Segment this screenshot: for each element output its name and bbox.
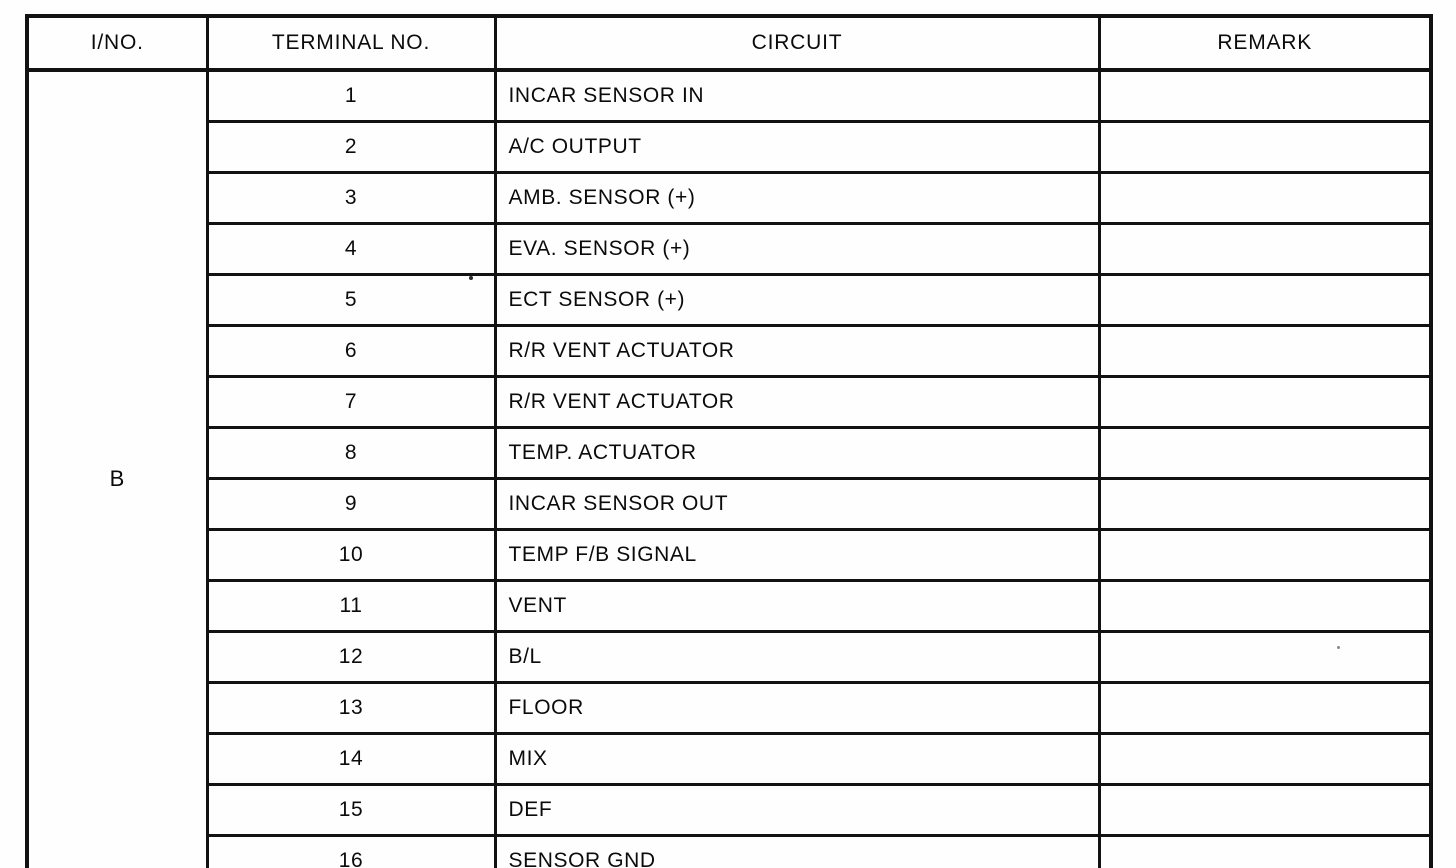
circuit-cell: MIX bbox=[493, 732, 1101, 786]
remark-cell bbox=[1097, 834, 1433, 868]
scan-artifact bbox=[469, 276, 473, 280]
terminal-cell: 5 bbox=[205, 273, 497, 327]
terminal-cell: 1 bbox=[205, 68, 497, 123]
table-row: 4 EVA. SENSOR (+) bbox=[27, 222, 1433, 276]
remark-cell bbox=[1097, 579, 1433, 633]
table-row: 13 FLOOR bbox=[27, 681, 1433, 735]
table-row: 7 R/R VENT ACTUATOR bbox=[27, 375, 1433, 429]
circuit-cell: INCAR SENSOR IN bbox=[493, 68, 1101, 123]
table-row: 2 A/C OUTPUT bbox=[27, 120, 1433, 174]
scan-artifact bbox=[1337, 646, 1340, 649]
remark-cell bbox=[1097, 68, 1433, 123]
connector-pinout-table: I/NO. TERMINAL NO. CIRCUIT REMARK B 1 IN… bbox=[25, 14, 1433, 868]
remark-cell bbox=[1097, 171, 1433, 225]
terminal-cell: 16 bbox=[205, 834, 497, 868]
circuit-cell: TEMP. ACTUATOR bbox=[493, 426, 1101, 480]
remark-cell bbox=[1097, 783, 1433, 837]
header-remark: REMARK bbox=[1097, 14, 1433, 72]
circuit-cell: B/L bbox=[493, 630, 1101, 684]
remark-cell bbox=[1097, 273, 1433, 327]
circuit-cell: TEMP F/B SIGNAL bbox=[493, 528, 1101, 582]
circuit-cell: VENT bbox=[493, 579, 1101, 633]
table-row: 16 SENSOR GND bbox=[27, 834, 1433, 868]
connector-group-cell: B bbox=[25, 68, 209, 868]
table-row: 9 INCAR SENSOR OUT bbox=[27, 477, 1433, 531]
circuit-cell: INCAR SENSOR OUT bbox=[493, 477, 1101, 531]
table-row: 10 TEMP F/B SIGNAL bbox=[27, 528, 1433, 582]
remark-cell bbox=[1097, 426, 1433, 480]
remark-cell bbox=[1097, 120, 1433, 174]
remark-cell bbox=[1097, 630, 1433, 684]
remark-cell bbox=[1097, 477, 1433, 531]
remark-cell bbox=[1097, 375, 1433, 429]
table-row: 12 B/L bbox=[27, 630, 1433, 684]
terminal-cell: 13 bbox=[205, 681, 497, 735]
terminal-cell: 4 bbox=[205, 222, 497, 276]
remark-cell bbox=[1097, 222, 1433, 276]
terminal-cell: 6 bbox=[205, 324, 497, 378]
terminal-cell: 10 bbox=[205, 528, 497, 582]
circuit-cell: FLOOR bbox=[493, 681, 1101, 735]
circuit-cell: EVA. SENSOR (+) bbox=[493, 222, 1101, 276]
table-header-row: I/NO. TERMINAL NO. CIRCUIT REMARK bbox=[25, 14, 1433, 72]
circuit-cell: SENSOR GND bbox=[493, 834, 1101, 868]
table-row: 8 TEMP. ACTUATOR bbox=[27, 426, 1433, 480]
remark-cell bbox=[1097, 681, 1433, 735]
terminal-cell: 7 bbox=[205, 375, 497, 429]
circuit-cell: R/R VENT ACTUATOR bbox=[493, 324, 1101, 378]
header-terminal-no: TERMINAL NO. bbox=[205, 14, 497, 72]
circuit-cell: A/C OUTPUT bbox=[493, 120, 1101, 174]
terminal-cell: 8 bbox=[205, 426, 497, 480]
table-row: 6 R/R VENT ACTUATOR bbox=[27, 324, 1433, 378]
remark-cell bbox=[1097, 732, 1433, 786]
terminal-cell: 14 bbox=[205, 732, 497, 786]
circuit-cell: AMB. SENSOR (+) bbox=[493, 171, 1101, 225]
table-row: 3 AMB. SENSOR (+) bbox=[27, 171, 1433, 225]
table-row: 15 DEF bbox=[27, 783, 1433, 837]
circuit-cell: DEF bbox=[493, 783, 1101, 837]
circuit-cell: ECT SENSOR (+) bbox=[493, 273, 1101, 327]
terminal-cell: 12 bbox=[205, 630, 497, 684]
header-circuit: CIRCUIT bbox=[493, 14, 1101, 72]
terminal-cell: 9 bbox=[205, 477, 497, 531]
terminal-cell: 2 bbox=[205, 120, 497, 174]
terminal-cell: 11 bbox=[205, 579, 497, 633]
terminal-cell: 3 bbox=[205, 171, 497, 225]
table-row: B 1 INCAR SENSOR IN bbox=[25, 68, 1433, 868]
table-row: 5 ECT SENSOR (+) bbox=[27, 273, 1433, 327]
table-row: 14 MIX bbox=[27, 732, 1433, 786]
remark-cell bbox=[1097, 324, 1433, 378]
circuit-cell: R/R VENT ACTUATOR bbox=[493, 375, 1101, 429]
table-row: 11 VENT bbox=[27, 579, 1433, 633]
remark-cell bbox=[1097, 528, 1433, 582]
terminal-cell: 15 bbox=[205, 783, 497, 837]
header-ino: I/NO. bbox=[25, 14, 209, 72]
